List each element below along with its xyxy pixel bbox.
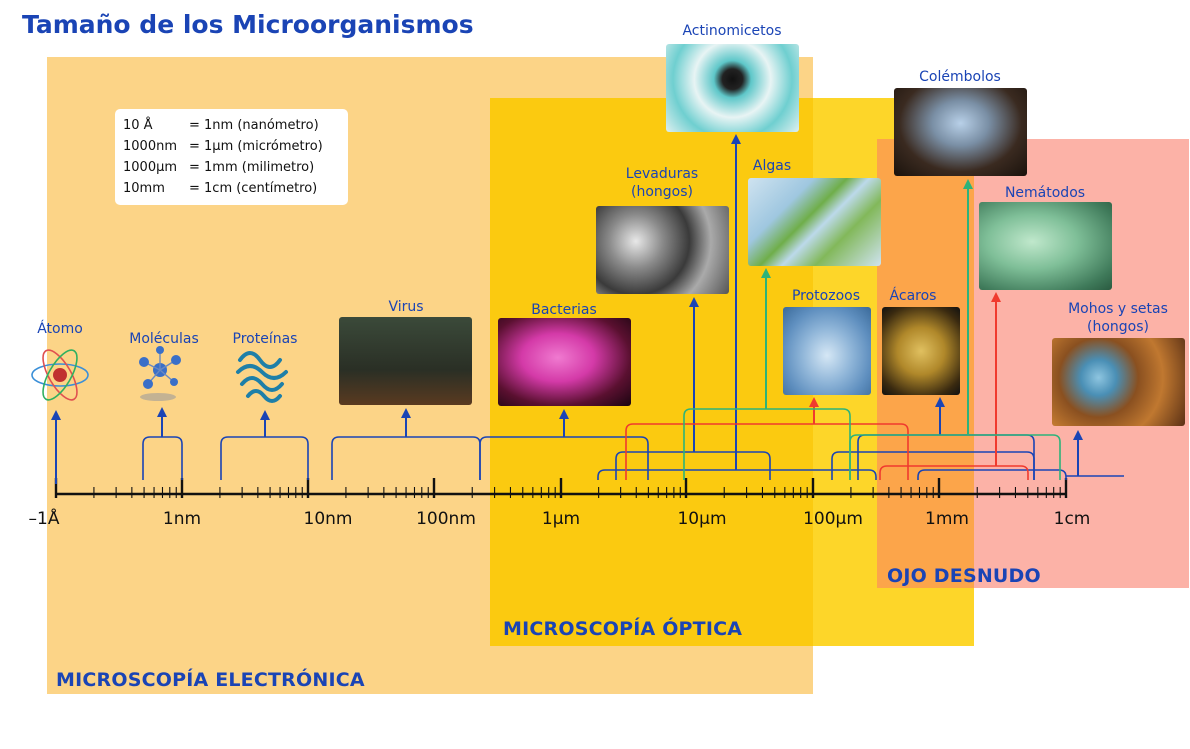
- legend-row: 10mm = 1cm (centímetro): [123, 181, 318, 196]
- arrow-nematodos-head: [991, 292, 1001, 302]
- label-mohos-line1: Mohos y setas: [1068, 301, 1168, 317]
- label-proteinas: Proteínas: [232, 331, 298, 347]
- label-acaros: Ácaros: [889, 288, 937, 304]
- bracket-proteinas: [220, 436, 309, 480]
- colembolos-image: [894, 88, 1027, 176]
- algas-image: [748, 178, 881, 266]
- arrow-levaduras-head: [689, 297, 699, 307]
- page-title: Tamaño de los Microorganismos: [22, 10, 474, 39]
- axis-tick-label: 10nm: [303, 509, 353, 529]
- zone-label-electronica: MICROSCOPÍA ELECTRÓNICA: [56, 669, 365, 691]
- protein-ribbon: [236, 351, 288, 403]
- arrow-bacterias-head: [559, 409, 569, 419]
- axis-tick-label: 100nm: [416, 509, 476, 529]
- units-legend: 10 Å = 1nm (nanómetro) 1000nm = 1μm (micró…: [115, 109, 348, 205]
- axis-tick-label: 1mm: [925, 509, 969, 529]
- molecule-atom: [171, 355, 181, 365]
- mohos-image: [1052, 338, 1185, 426]
- bracket-nematodos: [879, 465, 1029, 480]
- arrow-actinomicetos-head: [731, 134, 741, 144]
- arrow-protozoos-head: [809, 397, 819, 407]
- bracket-moleculas: [142, 436, 183, 480]
- bracket-actinomicetos: [597, 469, 877, 480]
- bracket-acaros-upper: [857, 434, 1035, 480]
- bacterias-image: [498, 318, 631, 406]
- molecule-atom: [156, 346, 164, 354]
- bracket-colembolos: [849, 434, 1061, 480]
- label-levaduras-line1: Levaduras: [625, 166, 699, 182]
- arrow-colembolos-head: [963, 179, 973, 189]
- zone-label-ojo: OJO DESNUDO: [887, 565, 1041, 587]
- label-colembolos: Colémbolos: [919, 69, 1001, 85]
- arrow-acaros-head: [935, 397, 945, 407]
- axis-tick-label: 100μm: [803, 509, 863, 529]
- label-algas: Algas: [752, 158, 792, 174]
- label-nematodos: Nemátodos: [1004, 185, 1086, 201]
- acaros-image: [882, 307, 960, 395]
- atom-nucleus: [53, 368, 67, 382]
- label-actinomicetos: Actinomicetos: [682, 23, 782, 39]
- label-virus: Virus: [388, 299, 424, 315]
- label-levaduras-line2: (hongos): [631, 184, 693, 200]
- bracket-levaduras: [615, 451, 771, 480]
- molecule-shadow: [140, 393, 176, 401]
- label-atomo: Átomo: [37, 321, 83, 337]
- bracket-protozoos: [625, 423, 909, 480]
- legend-row: 1000μm = 1mm (milimetro): [123, 160, 315, 175]
- atom-orbit: [31, 363, 89, 387]
- levaduras-image: [596, 206, 729, 294]
- bracket-virus: [331, 436, 481, 480]
- label-moleculas: Moléculas: [129, 331, 199, 347]
- label-protozoos: Protozoos: [791, 288, 861, 304]
- atom-orbit: [42, 349, 78, 401]
- atom-orbit: [42, 349, 78, 401]
- molecule-atom: [139, 357, 149, 367]
- nematodos-image: [979, 202, 1112, 290]
- bracket-bacterias: [479, 436, 649, 480]
- arrow-atomo-head: [51, 410, 61, 420]
- arrow-virus-head: [401, 408, 411, 418]
- axis-tick-label: 1nm: [162, 509, 202, 529]
- actinomicetos-image: [666, 44, 799, 132]
- protozoos-image: [783, 307, 871, 395]
- arrow-proteinas-head: [260, 410, 270, 420]
- molecule-atom: [170, 378, 178, 386]
- arrow-algas-head: [761, 268, 771, 278]
- molecule-atom: [143, 379, 153, 389]
- arrow-moleculas-head: [157, 407, 167, 417]
- axis-tick-label: –1Å: [28, 509, 60, 529]
- legend-row: 1000nm = 1μm (micrómetro): [123, 139, 323, 154]
- label-bacterias: Bacterias: [531, 302, 597, 318]
- label-mohos: Mohos y setas (hongos): [1068, 300, 1168, 336]
- axis-tick-label: 1μm: [541, 509, 581, 529]
- label-levaduras: Levaduras (hongos): [626, 165, 698, 201]
- zone-label-optica: MICROSCOPÍA ÓPTICA: [503, 618, 743, 640]
- arrow-mohos-head: [1073, 430, 1083, 440]
- axis-tick-label: 10μm: [677, 509, 727, 529]
- axis-tick-label: 1cm: [1053, 509, 1091, 529]
- virus-image: [339, 317, 472, 405]
- label-mohos-line2: (hongos): [1087, 319, 1149, 335]
- legend-row: 10 Å = 1nm (nanómetro): [123, 118, 319, 133]
- bracket-mohos: [917, 469, 1067, 480]
